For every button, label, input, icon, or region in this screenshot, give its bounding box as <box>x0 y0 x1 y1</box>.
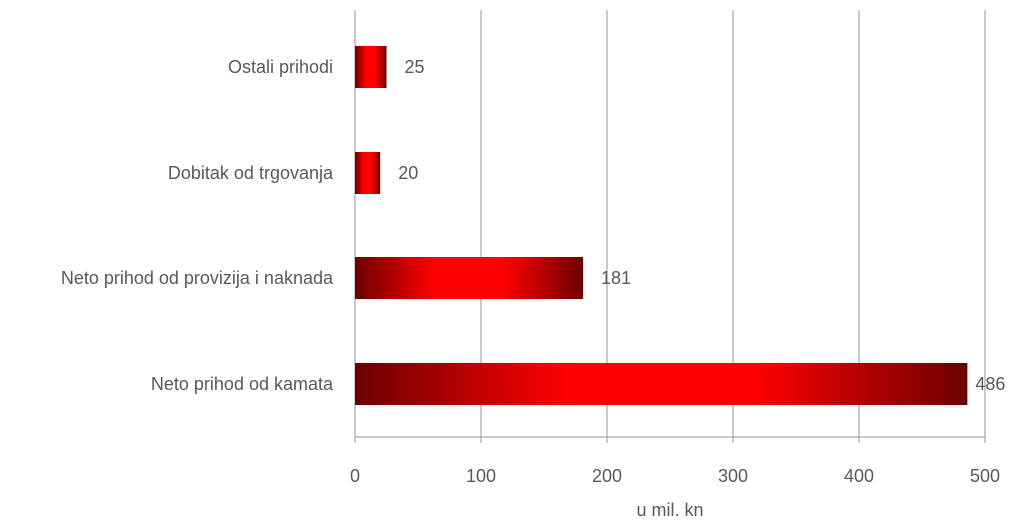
bar <box>355 152 381 194</box>
data-label: 181 <box>601 268 631 288</box>
category-label: Neto prihod od provizija i naknada <box>61 268 334 288</box>
bar <box>355 363 968 405</box>
bar <box>355 257 584 299</box>
data-label: 486 <box>975 374 1005 394</box>
labels: 0 100 200 300 400 500 Neto prihod od kamata 486… <box>61 57 1006 486</box>
x-tick-label: 500 <box>970 466 1000 486</box>
data-label: 25 <box>405 57 425 77</box>
x-tick-label: 0 <box>350 466 360 486</box>
x-axis-title: u mil. kn <box>636 500 703 520</box>
bars <box>355 46 968 405</box>
gridlines <box>354 10 986 443</box>
x-tick-label: 200 <box>592 466 622 486</box>
x-tick-label: 400 <box>844 466 874 486</box>
x-tick-label: 100 <box>466 466 496 486</box>
category-label: Dobitak od trgovanja <box>168 163 334 183</box>
category-label: Neto prihod od kamata <box>151 374 334 394</box>
bar <box>355 46 387 88</box>
x-tick-label: 300 <box>718 466 748 486</box>
category-label: Ostali prihodi <box>228 57 333 77</box>
data-label: 20 <box>398 163 418 183</box>
